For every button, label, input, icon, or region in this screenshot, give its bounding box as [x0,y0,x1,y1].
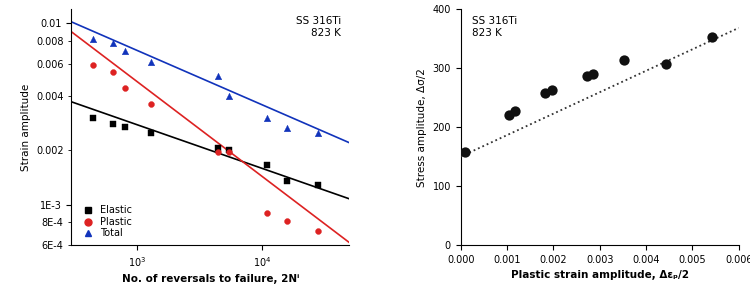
Point [312,183,324,188]
Point [224,150,236,155]
Point [547,88,559,93]
Point [118,86,130,91]
Point [281,218,293,223]
X-axis label: No. of reversals to failure, 2Nⁱ: No. of reversals to failure, 2Nⁱ [122,274,299,284]
Point [87,116,99,121]
Point [118,49,130,54]
Point [224,93,236,98]
Point [539,90,551,95]
Y-axis label: Strain amplitude: Strain amplitude [20,83,31,171]
Point [87,62,99,67]
Point [87,36,99,41]
Point [580,74,592,79]
Point [509,109,521,114]
Point [586,71,598,76]
Point [107,70,119,74]
Point [659,62,671,66]
Point [261,116,273,121]
Point [212,74,224,79]
Point [145,60,157,65]
Point [706,35,718,40]
Point [261,163,273,168]
Point [107,121,119,126]
Point [212,146,224,151]
Point [618,58,630,63]
Point [261,211,273,216]
Text: SS 316Ti
823 K: SS 316Ti 823 K [296,16,341,38]
Point [145,101,157,106]
Point [145,130,157,135]
Point [224,148,236,153]
Point [118,124,130,129]
Point [503,113,515,118]
X-axis label: Plastic strain amplitude, Δεₚ/2: Plastic strain amplitude, Δεₚ/2 [511,271,688,280]
Text: SS 316Ti
823 K: SS 316Ti 823 K [472,16,517,38]
Point [107,41,119,45]
Point [459,150,471,155]
Legend: Elastic, Plastic, Total: Elastic, Plastic, Total [76,204,134,240]
Point [312,130,324,135]
Point [212,150,224,155]
Point [281,179,293,184]
Point [281,126,293,130]
Y-axis label: Stress amplitude, Δσ/2: Stress amplitude, Δσ/2 [417,68,427,187]
Point [312,228,324,233]
